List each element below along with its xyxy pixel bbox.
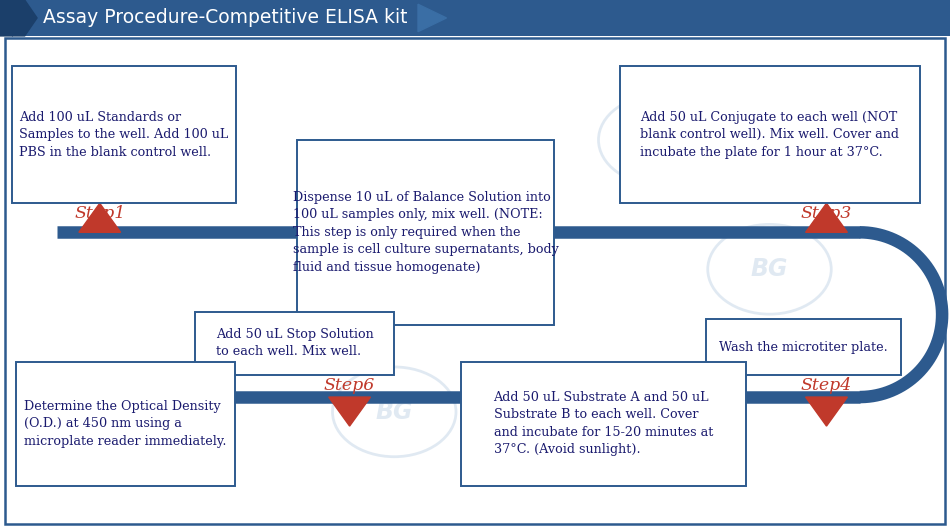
Text: BG: BG bbox=[750, 257, 788, 281]
Text: Determine the Optical Density
(O.D.) at 450 nm using a
microplate reader immedia: Determine the Optical Density (O.D.) at … bbox=[24, 400, 227, 448]
Text: Add 50 uL Conjugate to each well (NOT
blank control well). Mix well. Cover and
i: Add 50 uL Conjugate to each well (NOT bl… bbox=[640, 111, 900, 158]
Polygon shape bbox=[566, 397, 608, 426]
Text: Add 50 uL Stop Solution
to each well. Mix well.: Add 50 uL Stop Solution to each well. Mi… bbox=[216, 328, 373, 359]
Text: Step5: Step5 bbox=[561, 377, 613, 394]
FancyBboxPatch shape bbox=[620, 66, 920, 203]
Text: Step2: Step2 bbox=[369, 182, 420, 199]
Text: Assay Procedure-Competitive ELISA kit: Assay Procedure-Competitive ELISA kit bbox=[43, 8, 408, 27]
Text: Add 50 uL Substrate A and 50 uL
Substrate B to each well. Cover
and incubate for: Add 50 uL Substrate A and 50 uL Substrat… bbox=[494, 391, 712, 457]
Polygon shape bbox=[12, 0, 37, 36]
Text: BG: BG bbox=[375, 236, 413, 260]
Polygon shape bbox=[806, 397, 847, 426]
FancyBboxPatch shape bbox=[706, 319, 901, 375]
Text: Step1: Step1 bbox=[74, 205, 125, 222]
Text: Step3: Step3 bbox=[801, 205, 852, 222]
Text: BG: BG bbox=[660, 405, 698, 429]
FancyBboxPatch shape bbox=[195, 312, 394, 375]
Text: BG: BG bbox=[119, 128, 157, 152]
FancyBboxPatch shape bbox=[0, 0, 950, 36]
Text: Wash the microtiter plate.: Wash the microtiter plate. bbox=[719, 341, 887, 354]
Polygon shape bbox=[806, 203, 847, 232]
Text: Add 100 uL Standards or
Samples to the well. Add 100 uL
PBS in the blank control: Add 100 uL Standards or Samples to the w… bbox=[19, 111, 229, 158]
Text: Step4: Step4 bbox=[801, 377, 852, 394]
Text: BG: BG bbox=[375, 400, 413, 424]
Polygon shape bbox=[373, 232, 415, 261]
Text: Step6: Step6 bbox=[324, 377, 375, 394]
Polygon shape bbox=[79, 203, 121, 232]
Polygon shape bbox=[0, 0, 25, 36]
Text: Step7: Step7 bbox=[81, 377, 132, 394]
Polygon shape bbox=[329, 397, 370, 426]
Polygon shape bbox=[418, 4, 446, 32]
FancyBboxPatch shape bbox=[16, 362, 235, 486]
Text: BG: BG bbox=[641, 128, 679, 152]
FancyBboxPatch shape bbox=[12, 66, 236, 203]
Polygon shape bbox=[86, 397, 127, 426]
Text: BG: BG bbox=[119, 405, 157, 429]
FancyBboxPatch shape bbox=[461, 362, 746, 486]
FancyBboxPatch shape bbox=[297, 140, 554, 325]
Text: Dispense 10 uL of Balance Solution into
100 uL samples only, mix well. (NOTE:
Th: Dispense 10 uL of Balance Solution into … bbox=[293, 191, 559, 274]
